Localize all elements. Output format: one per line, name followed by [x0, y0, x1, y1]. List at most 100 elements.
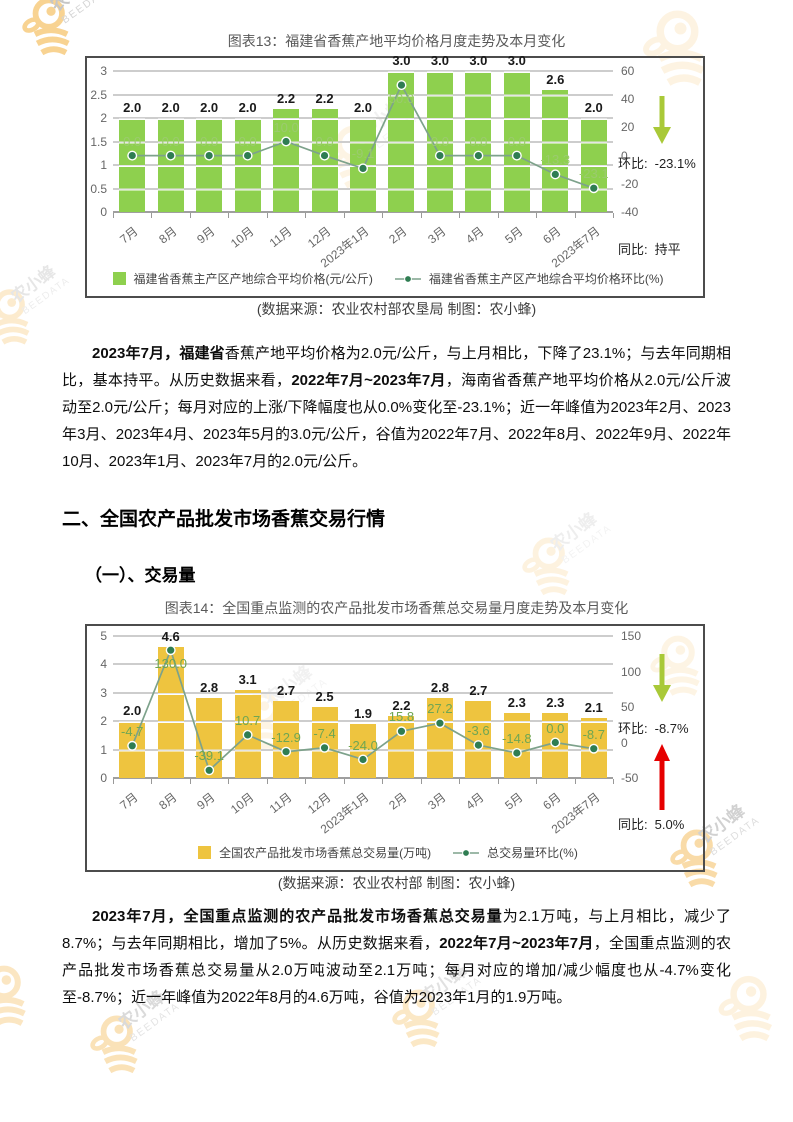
bar	[311, 707, 338, 778]
bar	[157, 647, 184, 778]
x-axis-tickmark	[266, 779, 268, 784]
bar-value-label: 4.6	[161, 629, 180, 645]
increase-arrow-icon	[654, 744, 670, 810]
bar-value-label: 2.8	[430, 680, 449, 696]
bar	[503, 71, 530, 212]
left-axis-tick: 0.5	[90, 181, 107, 196]
bar	[273, 108, 300, 212]
bee-logo-icon	[90, 1015, 138, 1074]
bar	[388, 71, 415, 212]
bar-value-label: 2.7	[277, 683, 296, 699]
bar-value-label: 3.0	[507, 53, 526, 68]
x-axis-tickmark	[382, 213, 384, 218]
gridline	[113, 777, 613, 779]
bee-logo-icon	[0, 965, 26, 1026]
bar-value-label: 2.2	[392, 697, 411, 713]
bar	[503, 712, 530, 778]
mom-label: 环比:	[618, 721, 648, 736]
left-axis-tick: 0	[100, 771, 107, 785]
line-series-label: 福建省香蕉主产区产地综合平均价格环比(%)	[428, 272, 664, 286]
x-axis-tickmark	[459, 779, 461, 784]
right-axis-tick: -20	[621, 176, 639, 191]
line-value-label: -3.6	[467, 723, 490, 739]
line-series-swatch	[394, 274, 421, 283]
chart13-title: 图表13：福建省香蕉产地平均价格月度走势及本月变化	[227, 33, 566, 49]
x-axis-tickmark	[536, 779, 538, 784]
gridline	[113, 70, 613, 72]
bar-series-label: 全国农产品批发市场香蕉总交易量(万吨)	[219, 846, 432, 860]
x-axis-tickmark	[189, 213, 191, 218]
right-axis-tick: 50	[621, 700, 635, 714]
bar-value-label: 2.3	[546, 694, 565, 710]
left-axis-tick: 3	[100, 64, 107, 78]
chart14-title: 图表14：全国重点监测的农产品批发市场香蕉总交易量月度走势及本月变化	[164, 600, 629, 616]
bar-value-label: 2.0	[353, 100, 373, 115]
bar	[426, 698, 453, 778]
bar-value-label: 2.7	[469, 683, 488, 699]
left-axis-tick: 3	[100, 685, 107, 700]
right-axis-tick: 0	[621, 148, 628, 163]
x-axis-tickmark	[266, 213, 268, 218]
bar	[580, 118, 607, 212]
section-heading: 二、全国农产品批发市场香蕉交易行情	[62, 509, 386, 530]
bar-value-label: 2.0	[123, 100, 142, 115]
line-value-label: 0.0	[123, 133, 142, 149]
bar-value-label: 2.0	[161, 100, 180, 115]
bar-value-label: 2.6	[546, 71, 565, 87]
gridline	[113, 663, 613, 666]
line-value-label: -8.7	[582, 726, 605, 742]
x-axis-tickmark	[536, 213, 538, 218]
x-axis-tickmark	[151, 213, 153, 218]
bar-value-label: 2.0	[200, 100, 219, 115]
chart14-legend: 全国农产品批发市场香蕉总交易量(万吨) 总交易量环比(%)	[87, 844, 703, 861]
x-axis-tickmark	[305, 779, 307, 784]
x-axis-tickmark	[151, 779, 153, 784]
x-axis-tickmark	[613, 213, 614, 218]
paragraph-price-analysis: 2023年7月，福建省香蕉产地平均价格为2.0元/公斤，与上月相比，下降了23.…	[62, 345, 731, 470]
mom-change: 环比: -8.7%	[618, 718, 689, 737]
bar-value-label: 2.1	[584, 700, 603, 716]
right-axis-tick: 60	[621, 64, 635, 78]
x-axis-tickmark	[343, 213, 345, 218]
line-value-label: 0.0	[238, 133, 257, 149]
x-axis-tickmark	[382, 779, 384, 784]
mom-value: -23.1%	[654, 156, 696, 171]
yoy-label: 同比:	[618, 242, 648, 257]
gridline	[113, 691, 613, 694]
x-axis-tickmark	[420, 779, 422, 784]
right-axis-tick: -50	[621, 771, 639, 785]
line-value-label: -7.4	[313, 725, 336, 741]
bar	[542, 89, 569, 212]
chart13-plot: 0 0.5 1 1.5 2 2.5 3 60 40 20 0 -20 -40 2.0 7月 2.0 8月 2.0 9…	[87, 53, 703, 296]
bar	[273, 701, 300, 778]
bar-series-label: 福建省香蕉主产区产地综合平均价格(元/公斤)	[133, 272, 373, 286]
line-value-label: 27.2	[427, 701, 453, 717]
right-axis-tick: 100	[621, 664, 642, 679]
line-value-label: 0.0	[200, 133, 219, 149]
x-axis-tickmark	[574, 213, 576, 218]
yoy-label: 同比:	[618, 817, 648, 832]
line-value-label: -14.8	[502, 731, 532, 746]
paragraph-volume-analysis: 2023年7月，全国重点监测的农产品批发市场香蕉总交易量为2.1万吨，与上月相比…	[62, 908, 732, 1006]
left-axis-tick: 2	[100, 111, 107, 125]
line-value-label: -24.0	[348, 737, 378, 753]
bar-value-label: 2.3	[507, 694, 526, 710]
chart14-figure: 0 1 2 3 4 5 150 100 50 0 -50 2.0 7月 4.6 8月 2.8 9月 3.1 10月 2…	[85, 624, 705, 872]
left-axis-tick: 5	[100, 629, 107, 643]
mom-value: -8.7%	[654, 721, 689, 736]
line-value-label: -12.9	[271, 729, 301, 745]
bar	[350, 724, 376, 778]
line-value-label: 0.0	[315, 133, 334, 149]
chart14-source: (数据来源：农业农村部 制图：农小蜂)	[277, 875, 516, 891]
gridline	[113, 720, 613, 723]
x-axis-tickmark	[228, 213, 230, 218]
line-value-label: -13.3	[540, 152, 571, 168]
chart13-annotations: 环比: -23.1% 同比: 持平	[87, 58, 703, 296]
chart13-figure: 0 0.5 1 1.5 2 2.5 3 60 40 20 0 -20 -40 2.0 7月 2.0 8月 2.0 9…	[85, 53, 705, 298]
bar-value-label: 2.2	[277, 90, 296, 106]
line-value-label: 15.8	[388, 709, 415, 725]
left-axis-tick: 2	[100, 714, 107, 729]
